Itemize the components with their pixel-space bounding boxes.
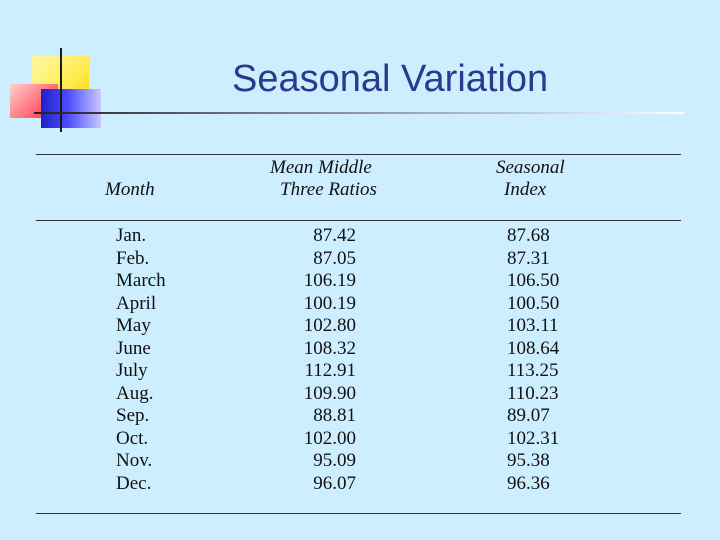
table-row: April 100.19 100.50 bbox=[0, 293, 720, 316]
month-cell: Oct. bbox=[116, 427, 149, 449]
table-row: Feb. 87.05 87.31 bbox=[0, 248, 720, 271]
mean-ratio-cell: 106.19 bbox=[303, 270, 356, 291]
seasonal-index-cell: 96.36 bbox=[507, 472, 550, 494]
mean-ratio-cell: 88.81 bbox=[313, 405, 356, 426]
header-month: Month bbox=[105, 179, 155, 200]
table-body: Jan. 87.42 87.68 Feb. 87.05 87.31 March … bbox=[0, 225, 720, 495]
seasonal-index-cell: 89.07 bbox=[507, 405, 550, 426]
month-cell: Dec. bbox=[116, 472, 152, 494]
table-row: Dec. 96.07 96.36 bbox=[0, 473, 720, 496]
header-seasonal-index: Seasonal Index bbox=[496, 157, 565, 201]
seasonal-index-cell: 113.25 bbox=[507, 360, 559, 381]
month-cell: Feb. bbox=[116, 247, 150, 269]
table-row: Nov. 95.09 95.38 bbox=[0, 450, 720, 473]
seasonal-index-cell: 100.50 bbox=[507, 292, 560, 314]
mean-ratio-cell: 109.90 bbox=[303, 382, 356, 404]
table-row: Aug. 109.90 110.23 bbox=[0, 383, 720, 406]
mean-ratio-cell: 100.19 bbox=[303, 292, 356, 314]
table-top-rule bbox=[36, 154, 681, 155]
month-cell: June bbox=[116, 337, 151, 359]
mean-ratio-cell: 95.09 bbox=[313, 450, 356, 471]
header-seasonal-line1: Seasonal bbox=[496, 157, 565, 178]
table-row: Jan. 87.42 87.68 bbox=[0, 225, 720, 248]
vertical-accent-line bbox=[60, 48, 62, 132]
month-cell: March bbox=[116, 270, 166, 291]
seasonal-index-cell: 87.31 bbox=[507, 247, 550, 269]
title-underline bbox=[34, 112, 684, 114]
month-cell: Sep. bbox=[116, 405, 150, 426]
month-cell: Nov. bbox=[116, 450, 153, 471]
month-cell: Aug. bbox=[116, 382, 154, 404]
table-bottom-rule bbox=[36, 513, 681, 514]
header-seasonal-line2: Index bbox=[504, 179, 547, 200]
mean-ratio-cell: 87.42 bbox=[313, 225, 356, 246]
table-row: May 102.80 103.11 bbox=[0, 315, 720, 338]
seasonal-index-cell: 108.64 bbox=[507, 337, 560, 359]
mean-ratio-cell: 87.05 bbox=[313, 247, 356, 269]
table-row: Oct. 102.00 102.31 bbox=[0, 428, 720, 451]
blue-square bbox=[41, 89, 101, 128]
month-cell: May bbox=[116, 315, 151, 336]
seasonal-index-cell: 110.23 bbox=[507, 382, 559, 404]
mean-ratio-cell: 108.32 bbox=[303, 337, 356, 359]
month-cell: July bbox=[116, 360, 148, 381]
seasonal-index-cell: 103.11 bbox=[507, 315, 559, 336]
table-header-rule bbox=[36, 220, 681, 221]
month-cell: April bbox=[116, 292, 157, 314]
mean-ratio-cell: 102.80 bbox=[303, 315, 356, 336]
table-row: June 108.32 108.64 bbox=[0, 338, 720, 361]
seasonal-index-cell: 95.38 bbox=[507, 450, 550, 471]
slide-title: Seasonal Variation bbox=[232, 58, 549, 100]
header-mean-middle-three-ratios: Mean Middle Three Ratios bbox=[270, 157, 377, 201]
mean-ratio-cell: 112.91 bbox=[304, 360, 356, 381]
mean-ratio-cell: 96.07 bbox=[313, 472, 356, 494]
table-row: March 106.19 106.50 bbox=[0, 270, 720, 293]
seasonal-index-cell: 102.31 bbox=[507, 427, 560, 449]
table-row: July 112.91 113.25 bbox=[0, 360, 720, 383]
seasonal-index-cell: 87.68 bbox=[507, 225, 550, 246]
header-mean-line2: Three Ratios bbox=[280, 179, 377, 200]
seasonal-index-cell: 106.50 bbox=[507, 270, 560, 291]
table-row: Sep. 88.81 89.07 bbox=[0, 405, 720, 428]
header-mean-line1: Mean Middle bbox=[270, 157, 372, 178]
month-cell: Jan. bbox=[116, 225, 147, 246]
mean-ratio-cell: 102.00 bbox=[303, 427, 356, 449]
decorative-squares bbox=[0, 0, 110, 140]
